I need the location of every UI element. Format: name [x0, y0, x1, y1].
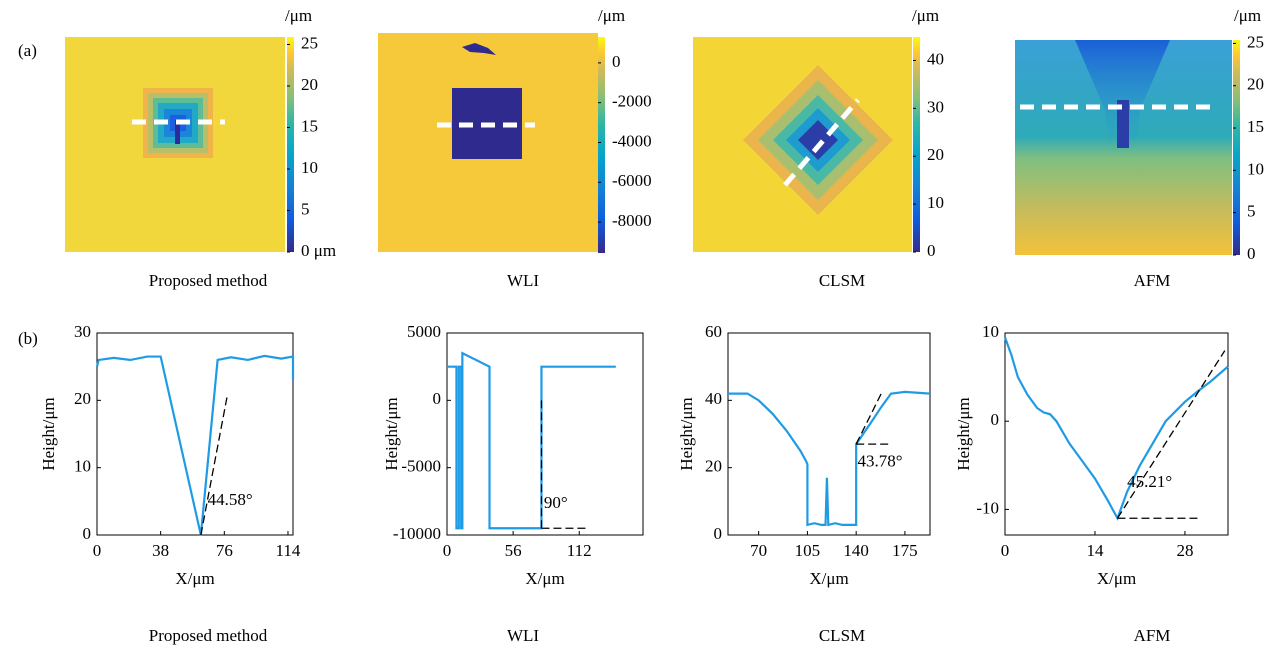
panel-label: (a) — [18, 41, 37, 60]
x-tick-label: 175 — [892, 541, 918, 560]
y-tick-label: 20 — [74, 389, 91, 408]
x-tick-label: 38 — [152, 541, 169, 560]
y-tick-label: 60 — [705, 322, 722, 341]
chart-caption: WLI — [507, 626, 539, 645]
colorbar-unit: /μm — [598, 6, 625, 25]
colorbar-tick-label: 15 — [1247, 117, 1264, 136]
x-tick-label: 28 — [1176, 541, 1193, 560]
y-tick-label: -5000 — [401, 457, 441, 476]
x-tick-label: 114 — [276, 541, 301, 560]
map-clsm — [693, 37, 912, 252]
y-tick-label: 0 — [433, 389, 442, 408]
map-afm — [1015, 40, 1232, 255]
x-tick-label: 112 — [567, 541, 592, 560]
map-caption: AFM — [1134, 271, 1171, 290]
x-tick-label: 14 — [1086, 541, 1104, 560]
map-caption: CLSM — [819, 271, 865, 290]
colorbar-tick-label: 5 — [1247, 202, 1256, 221]
colorbar-unit: /μm — [912, 6, 939, 25]
colorbar — [287, 37, 294, 252]
colorbar-tick-label: -8000 — [612, 211, 652, 230]
x-axis-label: X/μm — [809, 569, 848, 588]
colorbar-tick-label: 15 — [301, 116, 318, 135]
colorbar-unit: /μm — [285, 6, 312, 25]
data-line — [447, 351, 616, 530]
colorbar-tick-label: 5 — [301, 199, 310, 218]
y-tick-label: -10000 — [393, 524, 441, 543]
guide-line — [1116, 350, 1226, 519]
colorbar — [598, 37, 605, 253]
angle-annotation: 43.78° — [858, 452, 903, 471]
colorbar — [1233, 40, 1240, 255]
colorbar-tick-label: 25 — [301, 33, 318, 52]
colorbar-tick-label: 25 — [1247, 32, 1264, 51]
colorbar-tick-label: 20 — [301, 75, 318, 94]
angle-annotation: 90° — [544, 493, 568, 512]
colorbar-tick-label: 0 — [612, 52, 621, 71]
x-axis-label: X/μm — [1097, 569, 1136, 588]
plot-frame — [727, 332, 931, 536]
y-tick-label: 20 — [705, 457, 722, 476]
x-tick-label: 56 — [505, 541, 522, 560]
chart-caption: Proposed method — [149, 626, 268, 645]
map-proposed — [65, 37, 285, 252]
y-tick-label: 10 — [982, 322, 999, 341]
angle-annotation: 44.58° — [208, 490, 253, 509]
y-tick-label: 10 — [74, 457, 91, 476]
colorbar — [913, 37, 920, 252]
y-axis-label: Height/μm — [677, 397, 696, 470]
data-line — [1003, 337, 1229, 521]
y-tick-label: 0 — [83, 524, 92, 543]
colorbar-tick-label: 10 — [301, 158, 318, 177]
angle-annotation: 45.21° — [1127, 472, 1172, 491]
x-tick-label: 140 — [843, 541, 869, 560]
colorbar-tick-label: 20 — [927, 145, 944, 164]
map-wli — [378, 33, 598, 252]
y-tick-label: 30 — [74, 322, 91, 341]
y-tick-label: 0 — [714, 524, 723, 543]
map-caption: Proposed method — [149, 271, 268, 290]
x-tick-label: 76 — [216, 541, 233, 560]
x-tick-label: 70 — [750, 541, 767, 560]
data-line — [95, 354, 295, 536]
guide-line — [200, 393, 229, 536]
colorbar-tick-label: 10 — [1247, 159, 1264, 178]
plot-frame — [446, 332, 644, 536]
map-caption: WLI — [507, 271, 539, 290]
y-axis-label: Height/μm — [39, 397, 58, 470]
y-tick-label: -10 — [976, 498, 999, 517]
y-axis-label: Height/μm — [382, 397, 401, 470]
colorbar-tick-label: 0 μm — [301, 241, 336, 260]
x-axis-label: X/μm — [175, 569, 214, 588]
colorbar-tick-label: -2000 — [612, 92, 652, 111]
chart-caption: AFM — [1134, 626, 1171, 645]
colorbar-tick-label: 20 — [1247, 75, 1264, 94]
colorbar-tick-label: 0 — [1247, 244, 1256, 263]
colorbar-tick-label: 30 — [927, 97, 944, 116]
chart-caption: CLSM — [819, 626, 865, 645]
y-axis-label: Height/μm — [954, 397, 973, 470]
y-tick-label: 0 — [991, 410, 1000, 429]
colorbar-tick-label: 40 — [927, 49, 944, 68]
colorbar-unit: /μm — [1234, 6, 1261, 25]
plot-frame — [1004, 332, 1229, 536]
y-tick-label: 40 — [705, 389, 722, 408]
colorbar-tick-label: 10 — [927, 193, 944, 212]
x-tick-label: 0 — [1001, 541, 1010, 560]
panel-label: (b) — [18, 329, 38, 348]
colorbar-tick-label: -4000 — [612, 131, 652, 150]
y-tick-label: 5000 — [407, 322, 441, 341]
x-tick-label: 0 — [443, 541, 452, 560]
guide-line — [855, 393, 882, 445]
colorbar-tick-label: -6000 — [612, 171, 652, 190]
x-tick-label: 105 — [795, 541, 821, 560]
x-axis-label: X/μm — [525, 569, 564, 588]
data-line — [728, 390, 931, 527]
x-tick-label: 0 — [93, 541, 102, 560]
colorbar-tick-label: 0 — [927, 241, 936, 260]
plot-frame — [96, 332, 294, 536]
